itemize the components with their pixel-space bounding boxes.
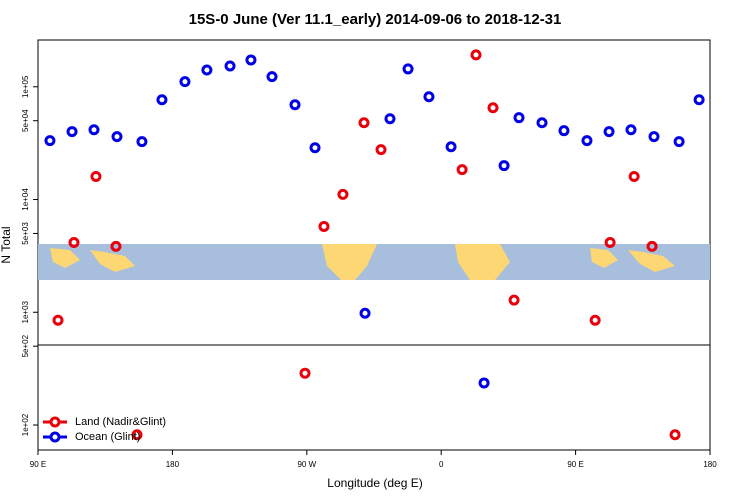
x-tick-label: 90 E — [567, 460, 583, 469]
point — [359, 307, 371, 319]
point — [88, 124, 100, 136]
point — [289, 99, 301, 111]
point — [402, 63, 414, 75]
point — [201, 64, 213, 76]
point — [44, 135, 56, 147]
legend-marker — [49, 416, 61, 428]
point — [470, 49, 482, 61]
x-tick-label: 0 — [439, 460, 444, 469]
point — [66, 126, 78, 138]
point — [456, 164, 468, 176]
point — [669, 429, 681, 441]
point — [131, 429, 143, 441]
chart-title: 15S-0 June (Ver 11.1_early) 2014-09-06 t… — [189, 11, 562, 28]
point — [136, 136, 148, 148]
point — [318, 220, 330, 232]
y-tick-label: 5e+02 — [21, 334, 30, 357]
point — [111, 131, 123, 143]
x-tick-label: 180 — [703, 460, 717, 469]
y-tick-label: 5e+04 — [21, 109, 30, 132]
point — [358, 117, 370, 129]
point — [589, 314, 601, 326]
point — [558, 125, 570, 137]
point — [487, 102, 499, 114]
point — [498, 160, 510, 172]
legend-label: Ocean (Glint) — [75, 431, 140, 443]
point — [646, 240, 658, 252]
point — [628, 171, 640, 183]
point — [508, 294, 520, 306]
point — [299, 367, 311, 379]
x-tick-label: 90 E — [30, 460, 46, 469]
point — [245, 54, 257, 66]
point — [581, 135, 593, 147]
point — [693, 94, 705, 106]
point — [266, 71, 278, 83]
legend-label: Land (Nadir&Glint) — [75, 416, 166, 428]
point — [384, 113, 396, 125]
point — [536, 117, 548, 129]
point — [156, 94, 168, 106]
point — [90, 171, 102, 183]
point — [179, 76, 191, 88]
y-axis-title: N Total — [0, 226, 13, 263]
point — [445, 141, 457, 153]
point — [478, 377, 490, 389]
point — [604, 236, 616, 248]
point — [673, 136, 685, 148]
x-tick-label: 180 — [166, 460, 180, 469]
point — [513, 112, 525, 124]
y-tick-label: 1e+03 — [21, 300, 30, 323]
point — [52, 314, 64, 326]
point — [337, 188, 349, 200]
point — [68, 236, 80, 248]
y-tick-label: 1e+04 — [21, 188, 30, 211]
point — [423, 91, 435, 103]
y-tick-label: 1e+02 — [21, 413, 30, 436]
point — [224, 60, 236, 72]
point — [625, 124, 637, 136]
x-tick-label: 90 W — [297, 460, 316, 469]
world-map-strip — [38, 244, 710, 280]
y-tick-label: 5e+03 — [21, 222, 30, 245]
x-axis-title: Longitude (deg E) — [327, 476, 422, 490]
y-tick-label: 1e+05 — [21, 75, 30, 98]
point — [375, 144, 387, 156]
legend-marker — [49, 431, 61, 443]
point — [309, 142, 321, 154]
point — [603, 126, 615, 138]
point — [648, 131, 660, 143]
point — [110, 240, 122, 252]
